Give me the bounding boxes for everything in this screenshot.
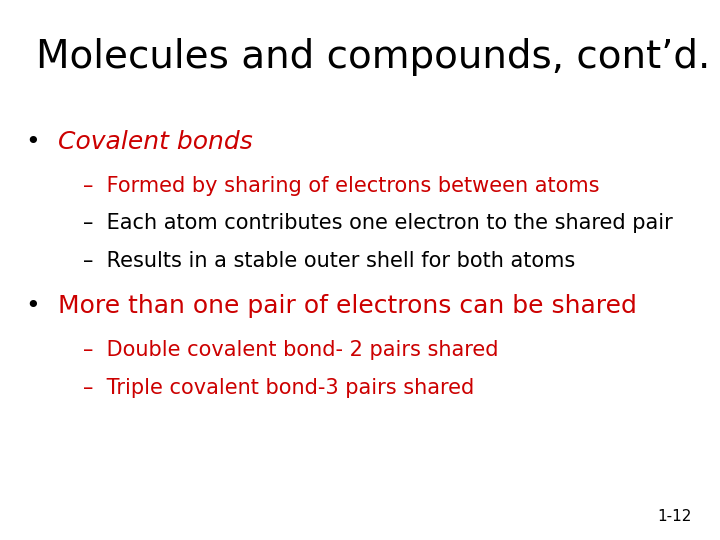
Text: •: •	[25, 130, 40, 153]
Text: –  Double covalent bond- 2 pairs shared: – Double covalent bond- 2 pairs shared	[83, 340, 498, 360]
Text: More than one pair of electrons can be shared: More than one pair of electrons can be s…	[58, 294, 636, 318]
Text: 1-12: 1-12	[657, 509, 691, 524]
Text: –  Each atom contributes one electron to the shared pair: – Each atom contributes one electron to …	[83, 213, 672, 233]
Text: –  Formed by sharing of electrons between atoms: – Formed by sharing of electrons between…	[83, 176, 599, 195]
Text: Covalent bonds: Covalent bonds	[58, 130, 252, 153]
Text: •: •	[25, 294, 40, 318]
Text: –  Triple covalent bond-3 pairs shared: – Triple covalent bond-3 pairs shared	[83, 378, 474, 398]
Text: –  Results in a stable outer shell for both atoms: – Results in a stable outer shell for bo…	[83, 251, 575, 271]
Text: Molecules and compounds, cont’d.: Molecules and compounds, cont’d.	[36, 38, 711, 76]
